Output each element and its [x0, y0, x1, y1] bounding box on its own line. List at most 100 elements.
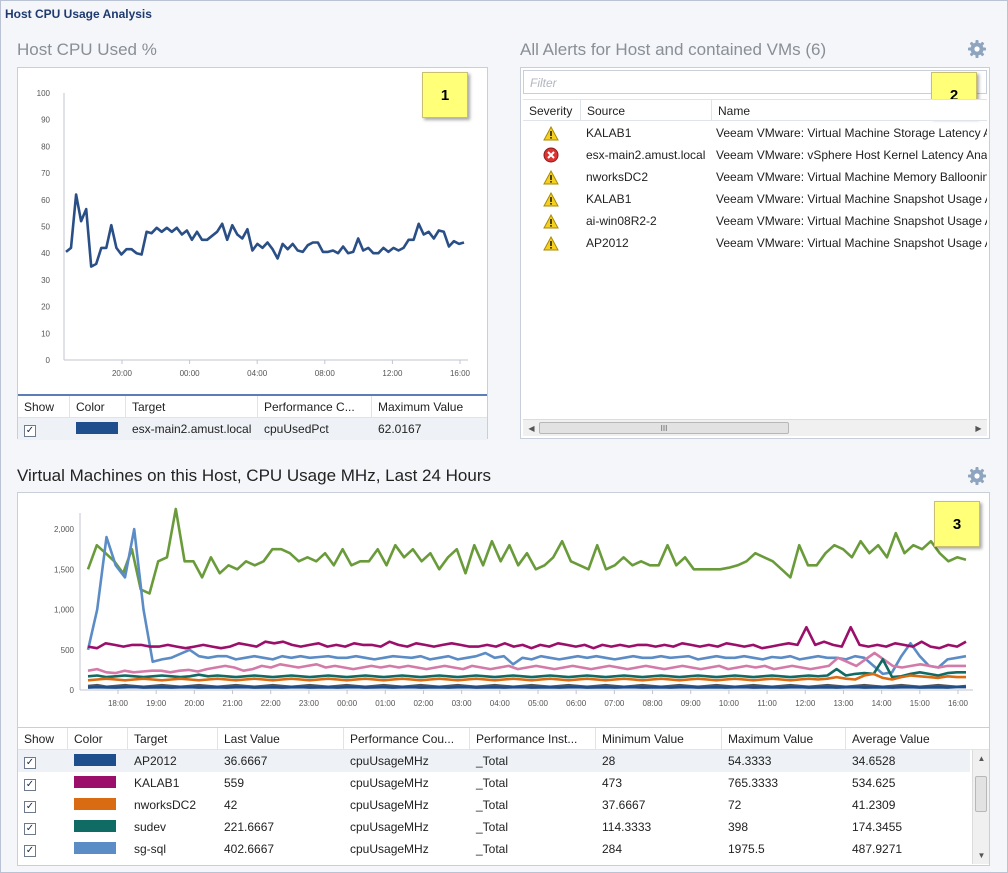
- host-cpu-grid-header: Show Color Target Performance C... Maxim…: [18, 396, 487, 418]
- col-source[interactable]: Source: [581, 100, 712, 120]
- max-value-cell: 1975.5: [728, 842, 765, 856]
- gear-icon[interactable]: [967, 39, 987, 59]
- max-value-cell: 398: [728, 820, 749, 834]
- col-show[interactable]: Show: [18, 728, 68, 749]
- alert-row[interactable]: nworksDC2 Veeam VMware: Virtual Machine M…: [523, 166, 987, 188]
- show-checkbox[interactable]: ✓: [24, 424, 36, 437]
- table-row[interactable]: ✓ nworksDC2 42 cpuUsageMHz _Total 37.6667 72 41…: [18, 794, 970, 816]
- show-checkbox[interactable]: ✓: [24, 800, 36, 813]
- alert-row[interactable]: esx-main2.amust.local Veeam VMware: vSphe…: [523, 144, 987, 166]
- col-minimum-value[interactable]: Minimum Value: [596, 728, 722, 749]
- col-performance-counter[interactable]: Performance Cou...: [344, 728, 470, 749]
- x-tick-label: 05:00: [528, 699, 549, 708]
- warning-icon: [523, 235, 579, 251]
- y-tick-label: 1,000: [54, 606, 75, 615]
- y-tick-label: 80: [41, 142, 50, 151]
- scroll-left-arrow[interactable]: ◀: [528, 424, 535, 433]
- last-value-cell: 36.6667: [224, 754, 268, 768]
- y-tick-label: 2,000: [54, 525, 75, 534]
- vm-rows: ✓ AP2012 36.6667 cpuUsageMHz _Total 28 54.3333…: [18, 750, 970, 864]
- alert-row[interactable]: KALAB1 Veeam VMware: Virtual Machine Stor…: [523, 122, 987, 144]
- y-tick-label: 0: [46, 356, 51, 365]
- col-color[interactable]: Color: [68, 728, 128, 749]
- col-maximum-value[interactable]: Maximum Value: [378, 400, 464, 414]
- table-row[interactable]: ✓ sudev 221.6667 cpuUsageMHz _Total 114.3333 3…: [18, 816, 970, 838]
- scroll-right-arrow[interactable]: ▶: [975, 424, 982, 433]
- max-value-cell: 72: [728, 798, 742, 812]
- col-average-value[interactable]: Average Value: [852, 732, 930, 746]
- warning-icon: [523, 169, 579, 185]
- col-maximum-value[interactable]: Maximum Value: [722, 728, 846, 749]
- scroll-thumb[interactable]: III: [539, 422, 789, 434]
- col-show[interactable]: Show: [18, 396, 70, 417]
- target-cell: esx-main2.amust.local: [132, 422, 252, 436]
- x-tick-label: 21:00: [223, 699, 244, 708]
- avg-value-cell: 41.2309: [852, 798, 896, 812]
- min-value-cell: 28: [602, 754, 616, 768]
- scroll-thumb[interactable]: [975, 776, 987, 812]
- col-performance-counter[interactable]: Performance C...: [258, 396, 372, 417]
- alerts-horizontal-scrollbar[interactable]: ◀ III ▶: [523, 419, 987, 436]
- scroll-up-arrow[interactable]: ▲: [977, 754, 986, 763]
- max-value-cell: 62.0167: [378, 422, 422, 436]
- instance-cell: _Total: [476, 820, 509, 834]
- alert-row[interactable]: AP2012 Veeam VMware: Virtual Machine Snap…: [523, 232, 987, 254]
- alert-source: KALAB1: [586, 126, 632, 140]
- table-row[interactable]: ✓ esx-main2.amust.local cpuUsedPct 62.01…: [18, 418, 487, 440]
- x-tick-label: 04:00: [247, 369, 268, 378]
- warning-icon: [523, 191, 579, 207]
- color-swatch: [74, 841, 116, 854]
- instance-cell: _Total: [476, 754, 509, 768]
- gear-icon[interactable]: [967, 466, 987, 486]
- table-row[interactable]: ✓ KALAB1 559 cpuUsageMHz _Total 473 765.3333 53…: [18, 772, 970, 794]
- x-tick-label: 19:00: [146, 699, 167, 708]
- color-swatch: [74, 775, 116, 788]
- col-color[interactable]: Color: [70, 396, 126, 417]
- show-checkbox[interactable]: ✓: [24, 844, 36, 857]
- avg-value-cell: 34.6528: [852, 754, 896, 768]
- counter-cell: cpuUsedPct: [264, 422, 329, 436]
- filter-input[interactable]: Filter: [523, 70, 987, 94]
- x-tick-label: 00:00: [180, 369, 201, 378]
- col-target[interactable]: Target: [126, 396, 258, 417]
- x-tick-label: 07:00: [604, 699, 625, 708]
- x-tick-label: 15:00: [910, 699, 931, 708]
- x-tick-label: 16:00: [450, 369, 471, 378]
- show-checkbox[interactable]: ✓: [24, 778, 36, 791]
- alerts-grid-header: Severity Source Name: [523, 99, 987, 121]
- min-value-cell: 114.3333: [602, 820, 652, 834]
- table-row[interactable]: ✓ AP2012 36.6667 cpuUsageMHz _Total 28 54.3333…: [18, 750, 970, 772]
- vm-cpu-legend-grid: Show Color Target Last Value Performance…: [18, 727, 989, 865]
- col-name[interactable]: Name: [718, 104, 751, 118]
- show-checkbox[interactable]: ✓: [24, 822, 36, 835]
- y-tick-label: 20: [41, 303, 50, 312]
- col-severity[interactable]: Severity: [523, 100, 581, 120]
- table-row[interactable]: ✓ sg-sql 402.6667 cpuUsageMHz _Total 284 1975.…: [18, 838, 970, 860]
- x-tick-label: 12:00: [382, 369, 403, 378]
- alert-row[interactable]: KALAB1 Veeam VMware: Virtual Machine Snap…: [523, 188, 987, 210]
- col-performance-instance[interactable]: Performance Inst...: [470, 728, 596, 749]
- y-tick-label: 50: [41, 223, 50, 232]
- col-target[interactable]: Target: [128, 728, 218, 749]
- scroll-down-arrow[interactable]: ▼: [977, 851, 986, 860]
- color-swatch: [74, 753, 116, 766]
- show-checkbox[interactable]: ✓: [24, 756, 36, 769]
- counter-cell: cpuUsageMHz: [350, 798, 429, 812]
- alert-name: Veeam VMware: Virtual Machine Snapshot U…: [716, 192, 987, 206]
- alerts-title: All Alerts for Host and contained VMs (6…: [520, 40, 827, 59]
- warning-icon: [523, 213, 579, 229]
- vm-series-line: [87, 658, 966, 679]
- vm-cpu-panel: 2,000 1,500 1,000 500 0 18:00 19:00 20:00 21:00 2…: [17, 492, 990, 866]
- alert-source: KALAB1: [586, 192, 632, 206]
- alerts-list: KALAB1 Veeam VMware: Virtual Machine Stor…: [523, 122, 987, 262]
- last-value-cell: 402.6667: [224, 842, 275, 856]
- avg-value-cell: 174.3455: [852, 820, 903, 834]
- col-last-value[interactable]: Last Value: [218, 728, 344, 749]
- badge-3: 3: [934, 501, 980, 547]
- vm-grid-header: Show Color Target Last Value Performance…: [18, 728, 989, 750]
- max-value-cell: 54.3333: [728, 754, 772, 768]
- vm-vertical-scrollbar[interactable]: ▲ ▼: [972, 750, 989, 864]
- x-tick-label: 04:00: [490, 699, 511, 708]
- alert-row[interactable]: ai-win08R2-2 Veeam VMware: Virtual Machin…: [523, 210, 987, 232]
- vm-series-line: [87, 672, 966, 682]
